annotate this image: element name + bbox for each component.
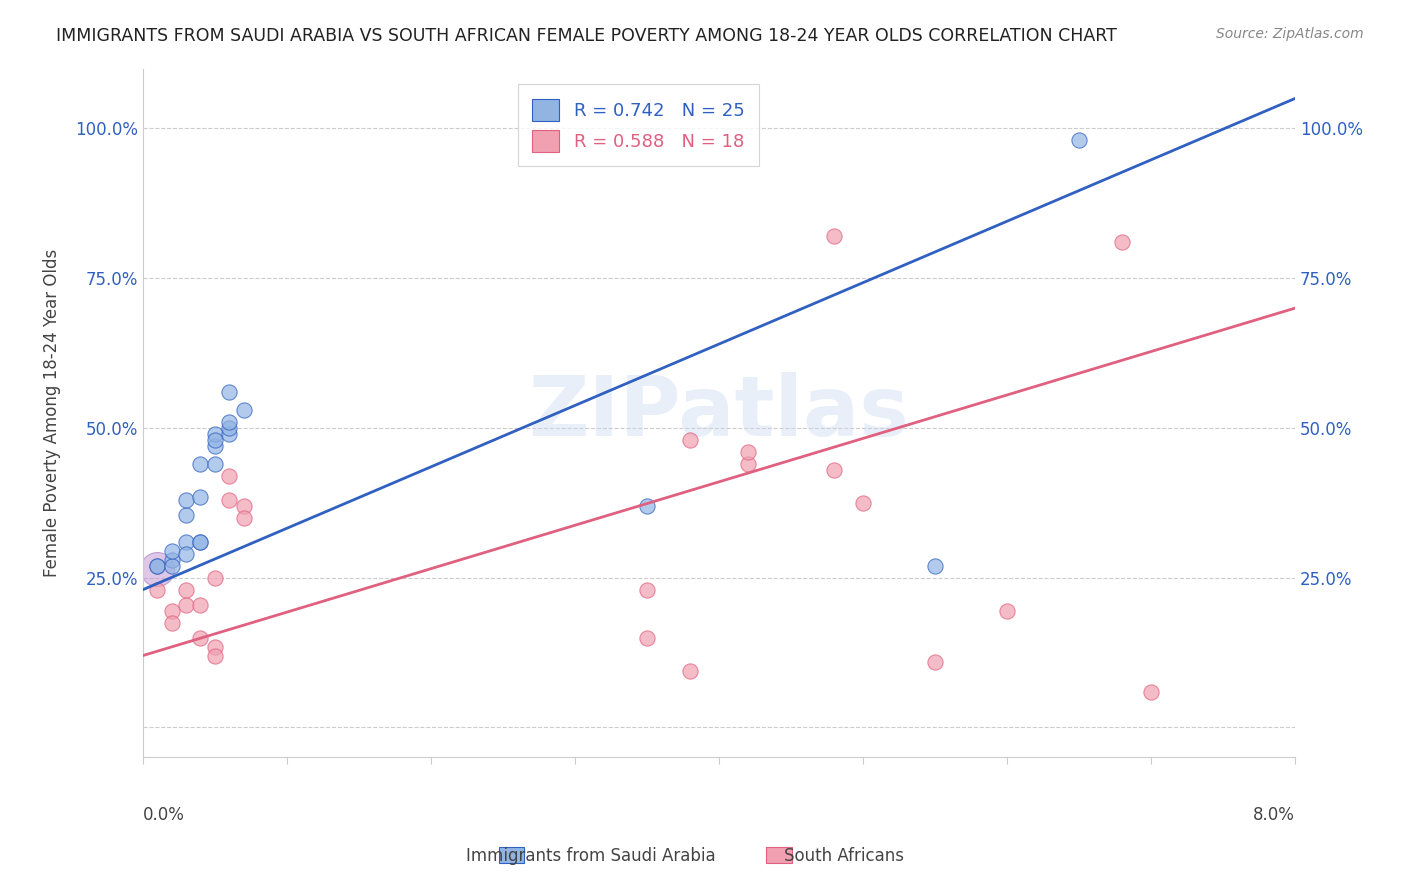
Text: 0.0%: 0.0% <box>143 805 184 823</box>
Point <box>852 496 875 510</box>
Point <box>636 499 658 513</box>
Point <box>218 492 240 507</box>
Point <box>160 543 183 558</box>
Point <box>160 558 183 573</box>
Point <box>679 664 702 678</box>
Point <box>190 457 212 471</box>
Text: ZIPatlas: ZIPatlas <box>529 373 910 453</box>
Point <box>232 510 254 524</box>
Text: Immigrants from Saudi Arabia: Immigrants from Saudi Arabia <box>465 847 716 865</box>
Point <box>190 534 212 549</box>
Point <box>174 534 197 549</box>
Point <box>190 534 212 549</box>
Legend: R = 0.742   N = 25, R = 0.588   N = 18: R = 0.742 N = 25, R = 0.588 N = 18 <box>517 85 759 167</box>
Point <box>204 457 226 471</box>
Point <box>823 229 845 244</box>
Point <box>1111 235 1133 250</box>
Point <box>1140 684 1163 698</box>
Point <box>737 445 759 459</box>
Point <box>174 492 197 507</box>
Point <box>204 648 226 663</box>
Point <box>823 463 845 477</box>
Point <box>146 562 169 576</box>
Point <box>924 655 946 669</box>
Point <box>160 604 183 618</box>
Point <box>218 421 240 435</box>
Point <box>636 631 658 645</box>
Point <box>174 598 197 612</box>
Y-axis label: Female Poverty Among 18-24 Year Olds: Female Poverty Among 18-24 Year Olds <box>44 249 60 577</box>
Point <box>204 571 226 585</box>
Point <box>160 552 183 566</box>
Point <box>218 426 240 441</box>
Point <box>218 384 240 399</box>
Text: Source: ZipAtlas.com: Source: ZipAtlas.com <box>1216 27 1364 41</box>
Text: 8.0%: 8.0% <box>1253 805 1295 823</box>
Point <box>174 508 197 522</box>
Point <box>232 499 254 513</box>
Point <box>204 433 226 447</box>
Point <box>737 457 759 471</box>
Point <box>995 604 1018 618</box>
Point <box>924 558 946 573</box>
Point <box>190 490 212 504</box>
Point <box>218 468 240 483</box>
Text: IMMIGRANTS FROM SAUDI ARABIA VS SOUTH AFRICAN FEMALE POVERTY AMONG 18-24 YEAR OL: IMMIGRANTS FROM SAUDI ARABIA VS SOUTH AF… <box>56 27 1118 45</box>
Point <box>204 640 226 654</box>
Point <box>174 582 197 597</box>
Point <box>146 582 169 597</box>
Text: South Africans: South Africans <box>783 847 904 865</box>
Point <box>146 558 169 573</box>
Point <box>160 615 183 630</box>
Point <box>146 558 169 573</box>
Point <box>636 582 658 597</box>
Point <box>204 439 226 453</box>
Point <box>1067 133 1090 147</box>
Point <box>204 426 226 441</box>
Point <box>218 415 240 429</box>
Point <box>232 403 254 417</box>
Point <box>679 433 702 447</box>
Point <box>190 631 212 645</box>
Point <box>190 598 212 612</box>
Point <box>174 547 197 561</box>
